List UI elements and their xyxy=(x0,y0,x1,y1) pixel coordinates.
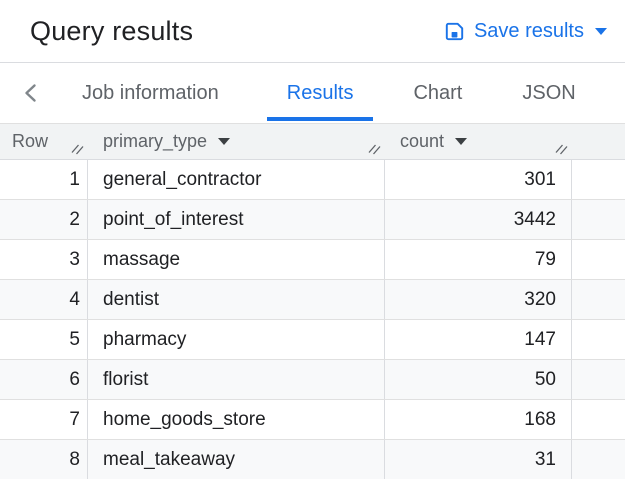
tab-chart[interactable]: Chart xyxy=(393,63,482,123)
table-row: 5 pharmacy 147 xyxy=(0,320,625,360)
primary-type-cell: general_contractor xyxy=(88,160,385,199)
table-row: 3 massage 79 xyxy=(0,240,625,280)
save-icon xyxy=(445,22,464,40)
tab-label: Results xyxy=(286,81,354,104)
table-header-row: Row primary_type count xyxy=(0,123,625,160)
save-results-label: Save results xyxy=(473,19,584,42)
column-header-spacer xyxy=(572,124,625,159)
table-row: 4 dentist 320 xyxy=(0,280,625,320)
row-number-cell: 7 xyxy=(0,400,88,439)
count-cell: 147 xyxy=(385,320,572,359)
row-number-cell: 8 xyxy=(0,440,88,479)
row-number-cell: 1 xyxy=(0,160,88,199)
column-header-primary-type: primary_type xyxy=(88,124,385,159)
sort-menu-caret-icon[interactable] xyxy=(218,138,231,145)
table-row: 1 general_contractor 301 xyxy=(0,160,625,200)
spacer-cell xyxy=(572,280,625,319)
table-row: 8 meal_takeaway 31 xyxy=(0,440,625,479)
spacer-cell xyxy=(572,160,625,199)
count-cell: 168 xyxy=(385,400,572,439)
row-number-cell: 4 xyxy=(0,280,88,319)
tab-job-information[interactable]: Job information xyxy=(62,63,239,123)
tab-label: Chart xyxy=(413,81,463,104)
count-cell: 3442 xyxy=(385,200,572,239)
spacer-cell xyxy=(572,440,625,479)
spacer-cell xyxy=(572,200,625,239)
column-resize-handle-icon[interactable] xyxy=(70,141,85,156)
primary-type-cell: massage xyxy=(88,240,385,279)
column-resize-handle-icon[interactable] xyxy=(367,141,382,156)
primary-type-cell: point_of_interest xyxy=(88,200,385,239)
spacer-cell xyxy=(572,240,625,279)
count-cell: 320 xyxy=(385,280,572,319)
table-row: 2 point_of_interest 3442 xyxy=(0,200,625,240)
column-header-label: primary_type xyxy=(103,131,208,151)
count-cell: 50 xyxy=(385,360,572,399)
title-bar: Query results Save results xyxy=(0,0,625,63)
results-table: Row primary_type count xyxy=(0,123,625,479)
count-cell: 79 xyxy=(385,240,572,279)
row-number-cell: 3 xyxy=(0,240,88,279)
table-row: 6 florist 50 xyxy=(0,360,625,400)
column-header-label: count xyxy=(400,131,445,151)
row-number-cell: 2 xyxy=(0,200,88,239)
row-number-cell: 5 xyxy=(0,320,88,359)
column-header-label: Row xyxy=(12,131,49,151)
spacer-cell xyxy=(572,360,625,399)
primary-type-cell: meal_takeaway xyxy=(88,440,385,479)
column-header-count: count xyxy=(385,124,572,159)
chevron-left-icon xyxy=(24,84,36,102)
tab-label: JSON xyxy=(522,81,576,104)
primary-type-cell: pharmacy xyxy=(88,320,385,359)
tab-label: Job information xyxy=(82,81,219,104)
table-row: 7 home_goods_store 168 xyxy=(0,400,625,440)
primary-type-cell: home_goods_store xyxy=(88,400,385,439)
back-chevron-button[interactable] xyxy=(14,63,46,123)
primary-type-cell: dentist xyxy=(88,280,385,319)
tab-list: Job information Results Chart JSON xyxy=(46,63,596,123)
tab-json[interactable]: JSON xyxy=(502,63,595,123)
spacer-cell xyxy=(572,400,625,439)
count-cell: 31 xyxy=(385,440,572,479)
column-resize-handle-icon[interactable] xyxy=(554,141,569,156)
count-cell: 301 xyxy=(385,160,572,199)
primary-type-cell: florist xyxy=(88,360,385,399)
row-number-cell: 6 xyxy=(0,360,88,399)
spacer-cell xyxy=(572,320,625,359)
page-title: Query results xyxy=(30,15,194,46)
sort-menu-caret-icon[interactable] xyxy=(455,138,468,145)
table-body: 1 general_contractor 301 2 point_of_interest… xyxy=(0,160,625,479)
caret-down-icon xyxy=(595,27,607,35)
results-tab-bar: Job information Results Chart JSON xyxy=(0,63,625,123)
tab-results[interactable]: Results xyxy=(266,63,374,123)
column-header-row: Row xyxy=(0,124,88,159)
save-results-button[interactable]: Save results xyxy=(434,14,617,49)
